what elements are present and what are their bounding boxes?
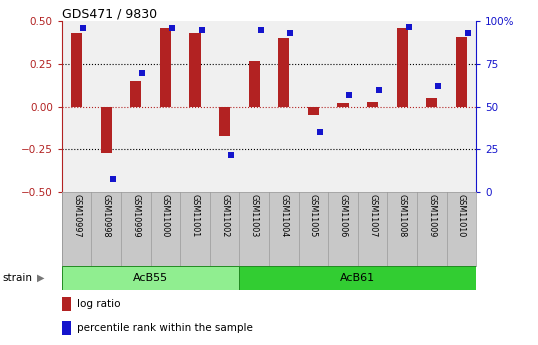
Text: GSM11005: GSM11005 bbox=[309, 194, 318, 238]
Bar bbox=[426, 98, 437, 107]
Bar bbox=[337, 104, 349, 107]
Bar bbox=[219, 107, 230, 136]
Text: GSM11010: GSM11010 bbox=[457, 194, 466, 238]
Bar bbox=[397, 28, 408, 107]
Bar bbox=[249, 61, 260, 107]
Point bbox=[405, 24, 413, 29]
Text: GSM11006: GSM11006 bbox=[338, 194, 348, 238]
Point bbox=[316, 130, 324, 135]
Text: GSM11000: GSM11000 bbox=[161, 194, 170, 238]
Bar bbox=[239, 266, 476, 290]
Text: GSM11008: GSM11008 bbox=[398, 194, 407, 238]
Point bbox=[109, 176, 117, 181]
Point bbox=[375, 87, 384, 92]
Bar bbox=[367, 102, 378, 107]
Text: GSM10997: GSM10997 bbox=[72, 194, 81, 238]
Bar bbox=[62, 266, 239, 290]
Bar bbox=[278, 39, 289, 107]
Text: GSM11002: GSM11002 bbox=[220, 194, 229, 238]
Text: ▶: ▶ bbox=[37, 273, 44, 283]
Text: GSM11009: GSM11009 bbox=[427, 194, 436, 238]
Point bbox=[197, 27, 206, 33]
Bar bbox=[456, 37, 467, 107]
Text: percentile rank within the sample: percentile rank within the sample bbox=[77, 323, 253, 333]
Text: GDS471 / 9830: GDS471 / 9830 bbox=[62, 7, 157, 20]
Point bbox=[464, 31, 472, 36]
Text: AcB61: AcB61 bbox=[340, 273, 376, 283]
Bar bbox=[62, 297, 71, 311]
Text: GSM11003: GSM11003 bbox=[250, 194, 259, 238]
Bar bbox=[189, 33, 201, 107]
Bar bbox=[160, 28, 171, 107]
Text: GSM11004: GSM11004 bbox=[279, 194, 288, 238]
Bar bbox=[130, 81, 141, 107]
Text: strain: strain bbox=[3, 273, 33, 283]
Point bbox=[79, 26, 88, 31]
Bar bbox=[62, 321, 71, 335]
Point bbox=[138, 70, 147, 76]
Text: GSM11007: GSM11007 bbox=[368, 194, 377, 238]
Text: AcB55: AcB55 bbox=[133, 273, 168, 283]
Text: GSM11001: GSM11001 bbox=[190, 194, 200, 238]
Bar bbox=[101, 107, 112, 153]
Bar bbox=[71, 33, 82, 107]
Text: log ratio: log ratio bbox=[77, 299, 121, 309]
Point bbox=[286, 31, 295, 36]
Point bbox=[257, 27, 265, 33]
Point bbox=[168, 26, 176, 31]
Bar bbox=[308, 107, 319, 115]
Point bbox=[227, 152, 236, 157]
Text: GSM10998: GSM10998 bbox=[102, 194, 111, 238]
Point bbox=[345, 92, 354, 98]
Point bbox=[434, 83, 443, 89]
Text: GSM10999: GSM10999 bbox=[131, 194, 140, 238]
